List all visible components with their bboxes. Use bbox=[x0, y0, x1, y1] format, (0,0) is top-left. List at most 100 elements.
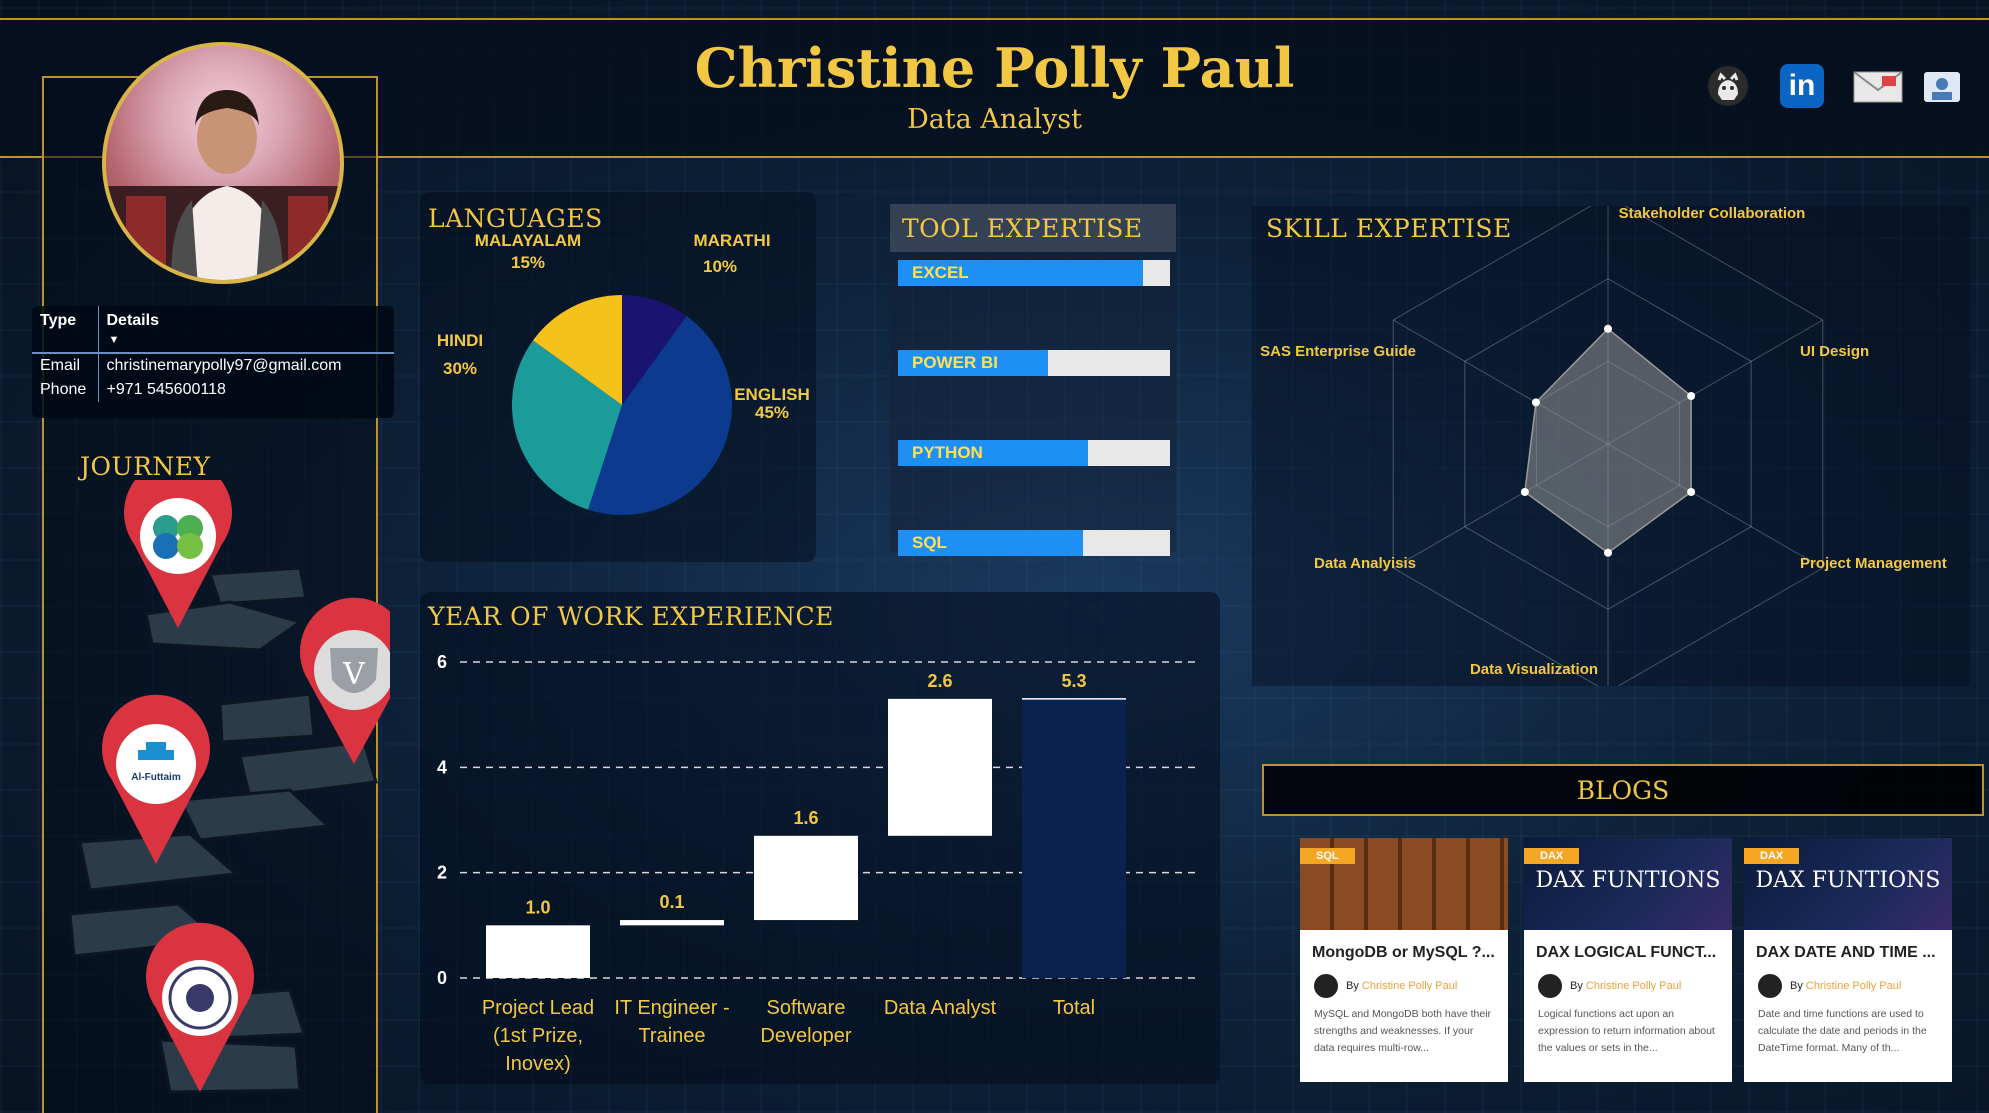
blog-excerpt: Logical functions act upon an expression… bbox=[1538, 1008, 1715, 1054]
y-tick-label: 6 bbox=[437, 652, 447, 672]
x-tick-label: (1st Prize, bbox=[493, 1025, 583, 1047]
radar-point[interactable] bbox=[1687, 392, 1696, 400]
portfolio-icon[interactable] bbox=[1920, 64, 1964, 108]
skills-title: SKILL EXPERTISE bbox=[1266, 214, 1512, 243]
tool-bar-power-bi[interactable]: POWER BI bbox=[898, 350, 1170, 376]
email-icon[interactable] bbox=[1852, 64, 1904, 108]
tool-bar-label: EXCEL bbox=[912, 263, 969, 282]
x-tick-label: Total bbox=[1053, 997, 1095, 1019]
y-tick-label: 0 bbox=[437, 968, 447, 988]
x-tick-label: Data Analyst bbox=[884, 997, 997, 1019]
tool-bar-fill bbox=[898, 260, 1143, 286]
bar-value-label: 1.6 bbox=[793, 808, 818, 828]
sort-descending-icon[interactable]: ▼ bbox=[108, 334, 120, 346]
pie-percent-label: 45% bbox=[755, 403, 789, 422]
blog-title[interactable]: DAX LOGICAL FUNCT... bbox=[1536, 944, 1717, 961]
radar-area[interactable] bbox=[1524, 327, 1692, 554]
radar-axis-label: Project Management bbox=[1800, 555, 1947, 572]
waterfall-bar[interactable] bbox=[754, 835, 858, 921]
blogs-title: BLOGS bbox=[1576, 776, 1670, 805]
radar-point[interactable] bbox=[1520, 488, 1529, 496]
pie-label: MALAYALAM bbox=[475, 232, 581, 250]
blog-banner-text: DAX FUNTIONS bbox=[1535, 868, 1721, 893]
inovex-logo-icon bbox=[153, 515, 203, 559]
waterfall-bar[interactable] bbox=[888, 698, 992, 836]
blog-banner-text: DAX FUNTIONS bbox=[1755, 868, 1941, 893]
blog-tag: SQL bbox=[1300, 848, 1355, 864]
tool-bar-fill bbox=[898, 530, 1083, 556]
blogs-title-bar: BLOGS bbox=[1262, 764, 1984, 816]
blog-author[interactable]: Christine Polly Paul bbox=[1361, 980, 1458, 992]
tool-bar-excel[interactable]: EXCEL bbox=[898, 260, 1170, 286]
al-futtaim-logo-icon: Al-Futtaim bbox=[131, 772, 181, 783]
waterfall-bar[interactable] bbox=[620, 920, 724, 926]
github-icon[interactable] bbox=[1706, 64, 1750, 108]
tool-bar-sql[interactable]: SQL bbox=[898, 530, 1170, 556]
radar-point[interactable] bbox=[1604, 548, 1612, 557]
tool-bar-fill bbox=[898, 350, 1048, 376]
languages-title: LANGUAGES bbox=[428, 204, 603, 233]
experience-waterfall-chart: 0 2 4 6 1.0 Project Lead (1st Prize, Inovex) 0.1… bbox=[437, 652, 1200, 1075]
radar-axis-label: UI Design bbox=[1800, 343, 1869, 360]
blog-excerpt: MySQL and MongoDB both have their streng… bbox=[1314, 1008, 1492, 1054]
tools-title: TOOL EXPERTISE bbox=[902, 214, 1143, 243]
pie-label: ENGLISH bbox=[734, 385, 810, 404]
contact-col-type: Type bbox=[32, 306, 99, 353]
blog-card[interactable]: DAX DAX FUNTIONS DAX DATE AND TIME ... B… bbox=[1744, 838, 1952, 1082]
pie-label: HINDI bbox=[437, 331, 483, 350]
blog-thumbnail[interactable]: SQL bbox=[1300, 838, 1508, 930]
tool-bar-fill bbox=[898, 440, 1089, 466]
experience-title: YEAR OF WORK EXPERIENCE bbox=[428, 602, 834, 631]
waterfall-total-bar[interactable] bbox=[1022, 698, 1126, 978]
blog-card[interactable]: DAX DAX FUNTIONS DAX LOGICAL FUNCT... By… bbox=[1524, 838, 1732, 1082]
blog-author[interactable]: Christine Polly Paul bbox=[1585, 980, 1682, 992]
waterfall-bar[interactable] bbox=[486, 925, 590, 978]
pie-slice-marathi[interactable] bbox=[622, 295, 687, 405]
journey-pin-1[interactable] bbox=[124, 480, 232, 628]
blog-card[interactable]: SQL MongoDB or MySQL ?... By Christine P… bbox=[1300, 838, 1508, 1082]
email-value[interactable]: christinemarypolly97@gmail.com bbox=[106, 357, 342, 374]
journey-pin-4[interactable] bbox=[146, 922, 254, 1092]
journey-map: V Al-Futtaim bbox=[68, 480, 390, 1094]
profile-photo bbox=[102, 42, 344, 284]
blog-author[interactable]: Christine Polly Paul bbox=[1805, 980, 1902, 992]
radar-point[interactable] bbox=[1687, 488, 1696, 496]
y-tick-label: 4 bbox=[437, 757, 447, 777]
bar-value-label: 5.3 bbox=[1061, 671, 1086, 691]
author-avatar bbox=[1314, 974, 1338, 998]
blog-thumbnail[interactable]: DAX DAX FUNTIONS bbox=[1524, 838, 1732, 930]
page-title: Christine Polly Paul bbox=[694, 36, 1295, 100]
blog-thumbnail[interactable]: DAX DAX FUNTIONS bbox=[1744, 838, 1952, 930]
blog-title[interactable]: MongoDB or MySQL ?... bbox=[1312, 944, 1495, 961]
blog-title[interactable]: DAX DATE AND TIME ... bbox=[1756, 944, 1936, 961]
tool-bar-label: POWER BI bbox=[912, 353, 998, 372]
y-tick-label: 2 bbox=[437, 863, 447, 883]
tool-bar-python[interactable]: PYTHON bbox=[898, 440, 1170, 466]
radar-grid-ring bbox=[1392, 206, 1824, 686]
radar-point[interactable] bbox=[1531, 398, 1540, 407]
tool-bar-label: SQL bbox=[912, 533, 947, 552]
pie-slice-malayalam[interactable] bbox=[533, 295, 622, 405]
pie-slice-hindi[interactable] bbox=[512, 340, 622, 510]
table-row: Email christinemarypolly97@gmail.com bbox=[32, 353, 394, 378]
x-tick-label: Developer bbox=[760, 1025, 852, 1047]
pie-slice-english[interactable] bbox=[588, 316, 732, 515]
journey-title: JOURNEY bbox=[80, 452, 211, 481]
radar-axis-label: Data Visualization bbox=[1470, 661, 1598, 678]
linkedin-icon[interactable]: in bbox=[1780, 64, 1824, 108]
pie-percent-label: 10% bbox=[703, 257, 737, 276]
radar-axis-label: Data Analyisis bbox=[1314, 555, 1416, 572]
x-tick-label: Project Lead bbox=[482, 997, 594, 1019]
journey-pin-2[interactable]: V bbox=[300, 597, 390, 764]
x-tick-label: Trainee bbox=[638, 1025, 705, 1047]
university-seal-icon bbox=[168, 966, 232, 1030]
radar-axis-label: SAS Enterprise Guide bbox=[1260, 343, 1416, 360]
x-tick-label: IT Engineer - bbox=[614, 997, 729, 1019]
radar-point[interactable] bbox=[1604, 324, 1612, 333]
contact-col-details[interactable]: Details ▼ bbox=[106, 312, 159, 346]
blog-tag: DAX bbox=[1524, 848, 1580, 864]
bar-value-label: 1.0 bbox=[525, 897, 550, 917]
varac-logo-icon: V bbox=[342, 657, 366, 692]
journey-pin-3[interactable]: Al-Futtaim bbox=[102, 694, 210, 864]
